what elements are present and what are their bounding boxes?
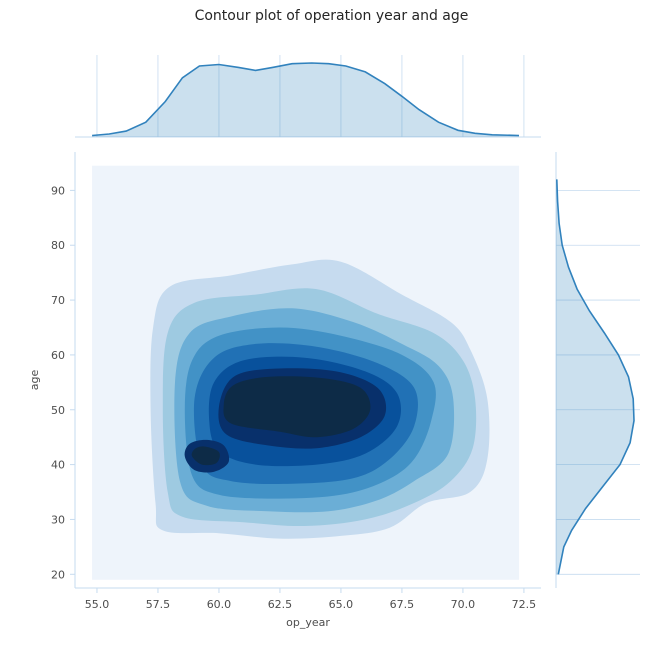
x-tick-label: 70.0	[451, 598, 476, 611]
y-tick-label: 30	[51, 513, 65, 526]
x-tick-label: 65.0	[329, 598, 354, 611]
chart-title: Contour plot of operation year and age	[194, 8, 469, 24]
marginal-x-density-fill	[92, 63, 519, 137]
marginal-y-density-fill	[556, 179, 634, 575]
contour-level-8-9	[191, 446, 220, 466]
y-tick-label: 70	[51, 294, 65, 307]
x-tick-label: 72.5	[512, 598, 537, 611]
y-axis-label: age	[28, 370, 41, 391]
x-tick-label: 57.5	[146, 598, 171, 611]
y-tick-label: 20	[51, 568, 65, 581]
x-axis-label: op_year	[286, 616, 330, 629]
y-tick-label: 50	[51, 404, 65, 417]
x-tick-label: 67.5	[390, 598, 415, 611]
y-tick-label: 80	[51, 239, 65, 252]
y-tick-label: 90	[51, 184, 65, 197]
y-tick-label: 40	[51, 459, 65, 472]
x-tick-label: 62.5	[268, 598, 293, 611]
x-tick-label: 55.0	[85, 598, 110, 611]
marginal-x-density-line	[92, 62, 520, 137]
contour-level-8-7	[223, 376, 371, 438]
x-tick-label: 60.0	[207, 598, 232, 611]
marginal-y-density-line	[556, 179, 635, 575]
y-tick-label: 60	[51, 349, 65, 362]
